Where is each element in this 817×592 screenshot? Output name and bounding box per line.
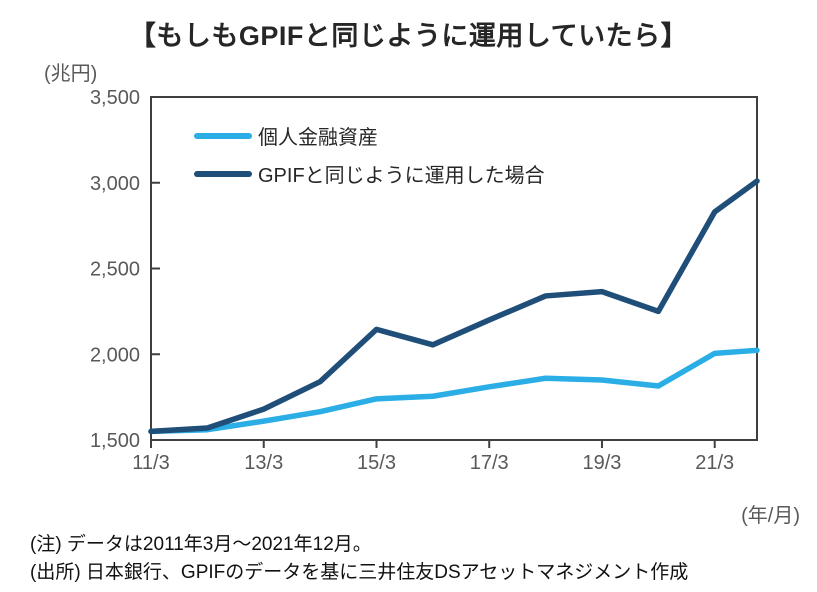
x-tick-label: 17/3 [470, 452, 509, 474]
x-tick-label: 15/3 [357, 452, 396, 474]
y-axis-unit-label: (兆円) [44, 63, 98, 85]
x-tick-label: 21/3 [695, 452, 734, 474]
legend-item-personal-assets: 個人金融資産 [194, 121, 545, 150]
y-tick-label: 3,500 [90, 87, 140, 109]
legend-label-personal-assets: 個人金融資産 [258, 127, 378, 149]
x-tick-label: 11/3 [132, 452, 169, 474]
y-tick-label: 3,000 [90, 173, 140, 195]
y-tick-label: 2,000 [90, 344, 140, 366]
y-tick-label: 1,500 [90, 430, 140, 452]
series-line-personal-assets [148, 347, 760, 435]
legend-label-gpif-style: GPIFと同じように運用した場合 [258, 165, 545, 187]
x-tick-label: 19/3 [583, 452, 622, 474]
chart-title: 【もしもGPIFと同じように運用していたら】 [128, 21, 689, 51]
x-axis-unit-label: (年/月) [741, 505, 800, 527]
legend-swatch-gpif-style [194, 170, 252, 177]
plot-border [150, 96, 758, 441]
y-tick-label: 2,500 [90, 259, 140, 281]
x-tick-label: 13/3 [244, 452, 283, 474]
note-source: (出所) 日本銀行、GPIFのデータを基に三井住友DSアセットマネジメント作成 [30, 562, 689, 583]
note-data-range: (注) データは2011年3月～2021年12月。 [30, 534, 372, 555]
legend: 個人金融資産 GPIFと同じように運用した場合 [194, 121, 545, 188]
legend-swatch-personal-assets [194, 132, 252, 139]
series-line-gpif-style [148, 178, 760, 435]
legend-item-gpif-style: GPIFと同じように運用した場合 [194, 159, 545, 188]
